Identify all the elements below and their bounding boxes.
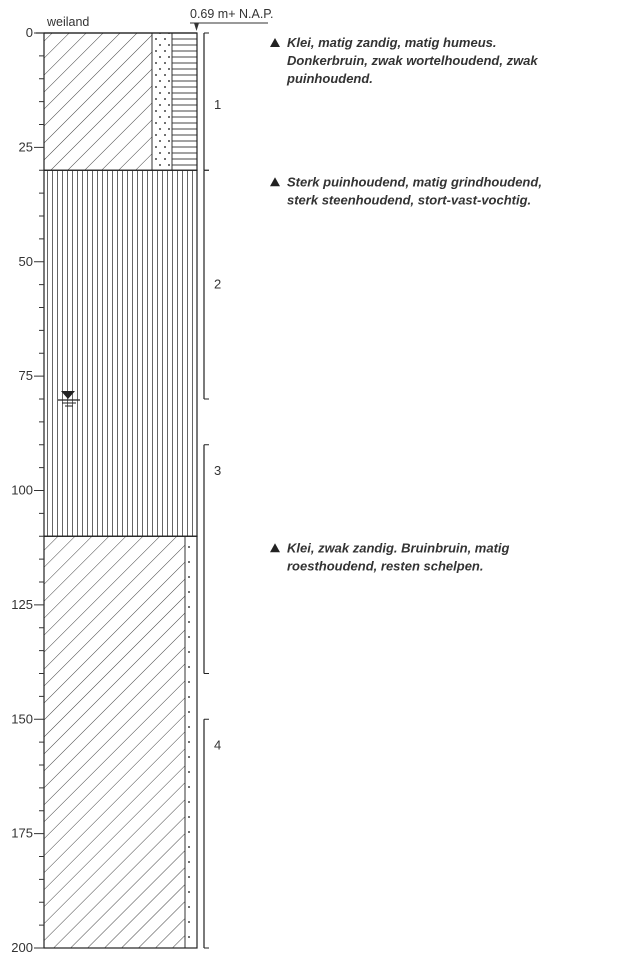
surface-label: weiland [46,15,89,29]
depth-label: 125 [11,597,33,612]
depth-axis: 0 25 50 75 100 125 150 175 200 [11,25,45,955]
description-line: roesthoudend, resten schelpen. [287,558,484,573]
depth-label: 75 [19,368,33,383]
depth-label: 200 [11,940,33,955]
sample-1: 1 [203,32,221,171]
description-line: Sterk puinhoudend, matig grindhoudend, [287,174,542,189]
depth-label: 175 [11,826,33,841]
description-line: sterk steenhoudend, stort-vast-vochtig. [287,192,531,207]
sample-label: 3 [214,463,221,478]
humus-lines [172,33,197,171]
sample-triangle-icon [270,177,280,187]
groundwater-triangle-icon [61,391,75,399]
sample-triangle-icon [270,543,280,553]
layer-descriptions: Klei, matig zandig, matig humeus. Donkerb… [270,35,542,573]
depth-label: 0 [26,25,33,40]
sample-triangle-icon [270,38,280,47]
groundwater-marker [58,391,80,407]
sample-label: 4 [214,737,221,752]
description-2: Sterk puinhoudend, matig grindhoudend, st… [270,174,542,207]
description-line: puinhoudend. [286,71,373,86]
depth-label: 25 [19,139,33,154]
description-line: Donkerbruin, zwak wortelhoudend, zwak [287,53,538,68]
sand-dots [185,536,197,948]
soil-layers [36,32,198,949]
surface-marker-icon [194,23,199,31]
sample-3: 3 [203,444,221,674]
sample-2: 2 [203,169,221,400]
clay-hatch [44,33,152,171]
elevation-label: 0.69 m+ N.A.P. [190,7,274,21]
sample-label: 1 [214,97,221,112]
depth-label: 150 [11,711,33,726]
soil-layer-2 [43,169,198,537]
description-line: Klei, zwak zandig. Bruinbruin, matig [287,540,510,555]
soil-layer-1 [43,32,198,171]
soil-layer-3 [43,535,198,949]
description-line: Klei, matig zandig, matig humeus. [287,35,496,50]
sample-label: 2 [214,276,221,291]
sand-dots [152,33,172,171]
clay-hatch [44,536,185,948]
description-1: Klei, matig zandig, matig humeus. Donkerb… [270,35,538,86]
depth-label: 100 [11,483,33,498]
depth-label: 50 [19,254,33,269]
sample-4: 4 [203,718,221,949]
description-3: Klei, zwak zandig. Bruinbruin, matig roes… [270,540,510,573]
sample-column: 1 2 3 4 [203,32,221,949]
fill-lines [44,170,197,537]
